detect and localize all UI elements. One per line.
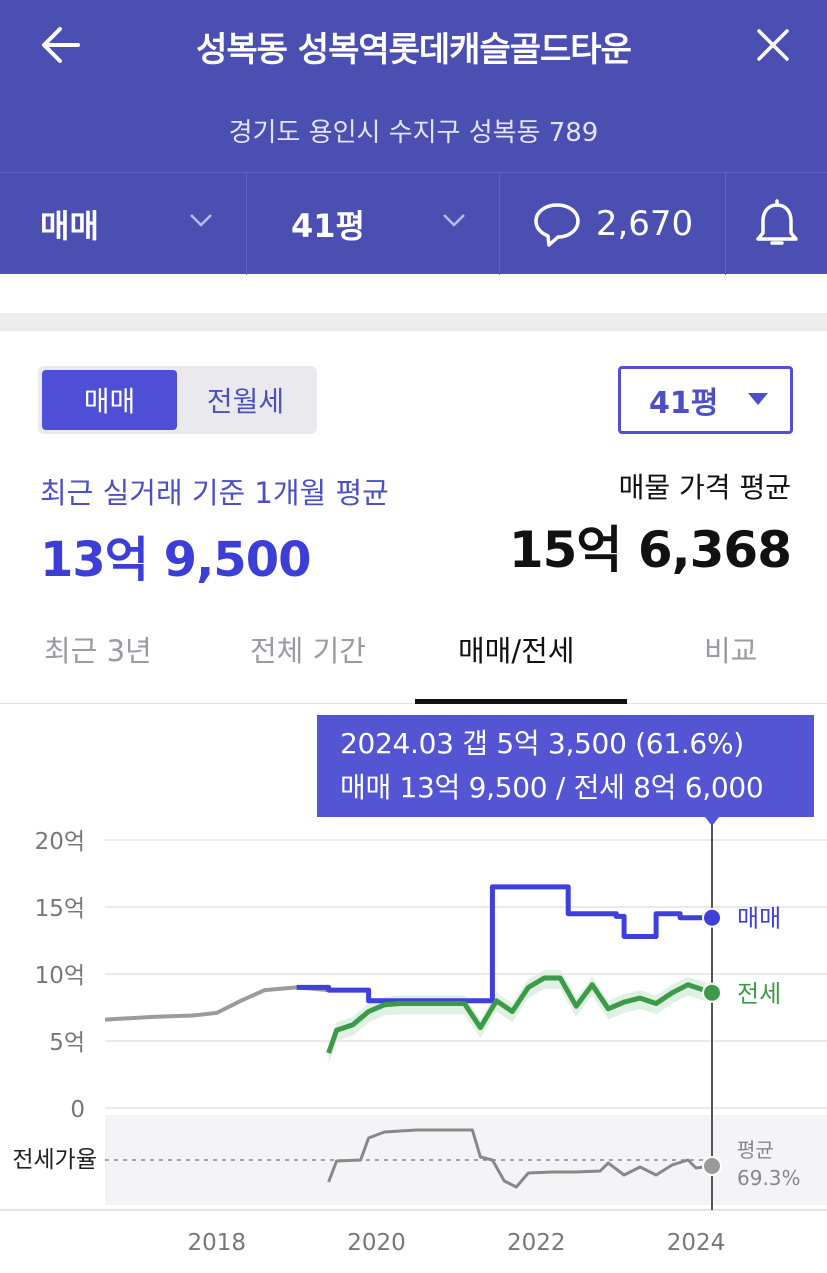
- jeonse-end-marker: [702, 982, 722, 1003]
- y-tick-label: 10억: [35, 963, 85, 989]
- tooltip-line-1: 2024.03 갭 5억 3,500 (61.6%): [340, 727, 744, 760]
- recent-trade-value: 13억 9,500: [40, 532, 311, 588]
- x-tick-label: 2018: [188, 1230, 247, 1256]
- tab-sale-jeonse[interactable]: 매매/전세: [458, 634, 575, 668]
- chart-tooltip: 2024.03 갭 5억 3,500 (61.6%) 매매 13억 9,500 …: [317, 715, 814, 817]
- sale-history-line: [104, 985, 329, 1022]
- comment-bubble-icon: [534, 203, 580, 247]
- x-tick-label: 2024: [667, 1230, 726, 1256]
- back-arrow-icon: [42, 27, 80, 63]
- trade-type-dropdown[interactable]: 매매: [0, 173, 247, 275]
- tab-active-indicator: [415, 699, 627, 704]
- x-tick-label: 2022: [507, 1230, 566, 1256]
- size-select-label: 41평: [649, 386, 719, 421]
- close-icon: [757, 29, 789, 61]
- y-tick-label: 0: [70, 1097, 85, 1123]
- toggle-sale[interactable]: 매매: [42, 370, 177, 430]
- ratio-label: 전세가율: [12, 1147, 97, 1173]
- page-title: 성복동 성복역롯데캐슬골드타운: [196, 30, 632, 70]
- chevron-down-icon: [443, 214, 465, 227]
- ratio-end-marker: [702, 1156, 722, 1176]
- size-select[interactable]: 41평: [618, 366, 793, 434]
- listing-avg-value: 15억 6,368: [508, 521, 792, 579]
- ratio-line: [327, 1128, 713, 1189]
- x-tick-label: 2020: [347, 1230, 406, 1256]
- toggle-rent[interactable]: 전월세: [206, 385, 285, 418]
- caret-down-icon: [748, 393, 768, 405]
- sale-series-line: [296, 884, 712, 1004]
- size-dropdown[interactable]: 41평: [247, 173, 500, 275]
- tooltip-pointer: [705, 817, 719, 826]
- trade-type-label: 매매: [40, 207, 99, 245]
- app-header: 성복동 성복역롯데캐슬골드타운 경기도 용인시 수지구 성복동 789 매매 4…: [0, 0, 827, 275]
- back-button[interactable]: [30, 20, 90, 70]
- jeonse-series-label: 전세: [737, 980, 781, 1008]
- comments-button[interactable]: 2,670: [500, 173, 726, 275]
- section-divider: [0, 313, 827, 331]
- listing-avg-label: 매물 가격 평균: [618, 471, 791, 504]
- address: 경기도 용인시 수지구 성복동 789: [228, 118, 599, 148]
- tab-all-period[interactable]: 전체 기간: [250, 634, 366, 668]
- chevron-down-icon: [190, 214, 212, 227]
- notification-button[interactable]: [726, 173, 827, 275]
- y-tick-label: 20억: [35, 829, 85, 855]
- y-tick-label: 15억: [35, 896, 85, 922]
- ratio-avg-value: 69.3%: [737, 1166, 801, 1190]
- ratio-avg-label: 평균: [737, 1138, 774, 1162]
- tab-recent-3y[interactable]: 최근 3년: [44, 634, 152, 668]
- bell-icon: [755, 199, 798, 245]
- period-tabs: 최근 3년 전체 기간 매매/전세 비교: [0, 604, 827, 704]
- sale-series-label: 매매: [737, 905, 781, 933]
- close-button[interactable]: [743, 20, 803, 70]
- sale-end-marker: [702, 907, 722, 928]
- size-label: 41평: [291, 207, 365, 245]
- tooltip-line-2: 매매 13억 9,500 / 전세 8억 6,000: [340, 771, 764, 804]
- y-tick-label: 5억: [49, 1030, 85, 1056]
- jeonse-range-band: [328, 970, 712, 1064]
- comment-count: 2,670: [595, 204, 694, 244]
- recent-trade-label: 최근 실거래 기준 1개월 평균: [40, 476, 389, 510]
- tab-compare[interactable]: 비교: [704, 634, 758, 668]
- trade-toggle: 매매 전월세: [38, 366, 317, 434]
- jeonse-series-line: [326, 975, 713, 1054]
- filter-bar: 매매 41평 2,670: [0, 172, 827, 275]
